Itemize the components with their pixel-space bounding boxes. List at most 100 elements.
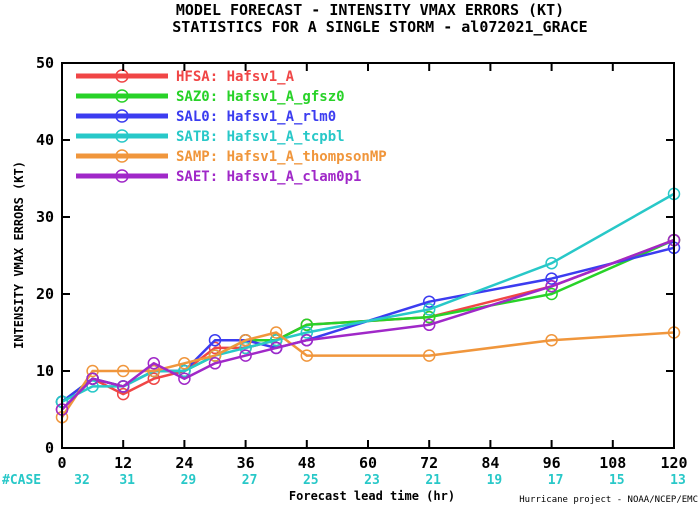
x-tick-label: 36 (237, 454, 255, 472)
y-axis-label: INTENSITY VMAX ERRORS (KT) (12, 161, 26, 349)
y-axis-tick-labels: 0 10 20 30 40 50 (36, 54, 54, 457)
data-point (422, 295, 436, 308)
data-point (300, 349, 314, 362)
legend-swatch-marker (115, 149, 129, 163)
data-point (178, 357, 191, 370)
data-point (422, 310, 436, 324)
case-count: 23 (364, 473, 380, 488)
plot-frame (61, 62, 675, 449)
data-point (208, 357, 222, 370)
data-point (239, 349, 252, 362)
legend-swatch-marker (115, 129, 129, 143)
x-axis-tick-labels: 0 12 24 36 48 60 72 84 96 108 120 (57, 454, 687, 472)
credit-text: Hurricane project - NOAA/NCEP/EMC (519, 495, 698, 505)
data-point (300, 333, 314, 347)
x-tick-label: 60 (359, 454, 377, 472)
case-count: 29 (181, 473, 197, 488)
data-point (269, 333, 283, 347)
series-line (60, 331, 675, 418)
data-point (178, 372, 191, 385)
data-point (208, 341, 222, 355)
data-point (545, 333, 558, 347)
y-tick-label: 50 (36, 54, 54, 72)
x-tick-label: 12 (114, 454, 132, 472)
data-point (116, 387, 130, 401)
data-point (422, 349, 436, 362)
case-count: 25 (303, 473, 319, 488)
data-point (208, 349, 222, 362)
legend-item: SAMP: Hafsv1_A_thompsonMP (76, 149, 387, 165)
data-point (545, 256, 558, 270)
case-count: 27 (242, 473, 258, 488)
legend-swatch-marker (115, 109, 129, 123)
data-point (545, 280, 558, 293)
legend-swatch-marker (115, 169, 129, 183)
y-tick-label: 10 (36, 362, 54, 380)
x-tick-label: 108 (599, 454, 626, 472)
case-count-row: #CASE 32 31 29 27 25 23 21 19 17 15 13 (2, 473, 686, 488)
data-point (269, 341, 283, 355)
x-tick-label: 0 (57, 454, 66, 472)
legend-label: SAZ0: Hafsv1_A_gfsz0 (176, 89, 345, 105)
x-tick-label: 84 (481, 454, 499, 472)
legend-swatch-marker (115, 69, 129, 83)
x-axis-label: Forecast lead time (hr) (289, 489, 455, 503)
legend-label: SAMP: Hafsv1_A_thompsonMP (176, 149, 387, 165)
legend-label: SAL0: Hafsv1_A_rlm0 (176, 109, 336, 125)
y-tick-label: 20 (36, 285, 54, 303)
series-group (55, 326, 681, 424)
data-point (86, 364, 99, 378)
data-point (178, 364, 191, 378)
x-tick-label: 72 (420, 454, 438, 472)
data-point (545, 287, 558, 301)
case-count: 19 (487, 473, 503, 488)
series-group (55, 233, 681, 416)
case-label: #CASE (2, 473, 41, 488)
legend-label: SAET: Hafsv1_A_clam0p1 (176, 169, 361, 185)
data-point (239, 333, 252, 347)
series-group (55, 233, 681, 416)
legend-item: SATB: Hafsv1_A_tcpbl (76, 129, 345, 145)
x-tick-label: 48 (298, 454, 316, 472)
data-point (116, 380, 130, 393)
chart-subtitle: STATISTICS FOR A SINGLE STORM - al072021… (172, 18, 587, 36)
y-tick-label: 40 (36, 131, 54, 149)
data-point (116, 364, 130, 378)
case-count: 21 (425, 473, 441, 488)
x-axis-ticks (61, 63, 675, 448)
legend-item: SAET: Hafsv1_A_clam0p1 (76, 169, 361, 185)
data-point (545, 272, 558, 285)
data-point (239, 341, 252, 355)
data-point (300, 326, 314, 339)
case-count: 17 (548, 473, 564, 488)
data-point (147, 372, 161, 385)
series-layer (55, 187, 681, 424)
case-count: 31 (119, 473, 135, 488)
data-point (422, 318, 436, 332)
legend-item: HFSA: Hafsv1_A (76, 69, 295, 85)
data-point (300, 318, 314, 332)
x-tick-label: 120 (660, 454, 687, 472)
data-point (269, 326, 283, 339)
case-count: 15 (609, 473, 625, 488)
x-tick-label: 24 (175, 454, 193, 472)
legend-label: SATB: Hafsv1_A_tcpbl (176, 129, 345, 145)
case-count: 13 (670, 473, 686, 488)
data-point (147, 364, 161, 378)
data-point (86, 380, 99, 393)
legend: HFSA: Hafsv1_A SAZ0: Hafsv1_A_gfsz0 SAL0: … (76, 69, 387, 185)
x-tick-label: 96 (543, 454, 561, 472)
data-point (208, 333, 222, 347)
data-point (86, 372, 99, 385)
legend-item: SAL0: Hafsv1_A_rlm0 (76, 109, 336, 125)
chart-title: MODEL FORECAST - INTENSITY VMAX ERRORS (… (176, 1, 564, 19)
y-tick-label: 0 (45, 439, 54, 457)
y-axis-ticks (62, 62, 674, 449)
case-count: 32 (74, 473, 90, 488)
y-tick-label: 30 (36, 208, 54, 226)
legend-label: HFSA: Hafsv1_A (176, 69, 295, 85)
data-point (147, 357, 161, 370)
legend-swatch-marker (115, 89, 129, 103)
data-point (422, 303, 436, 316)
